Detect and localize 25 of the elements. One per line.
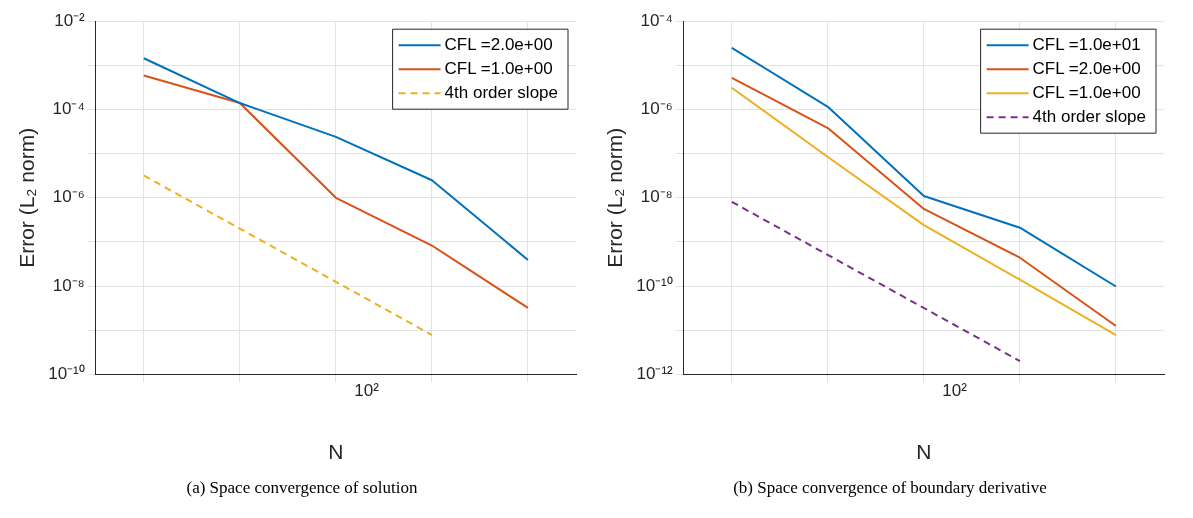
legend-label: CFL =1.0e+00 (1032, 82, 1141, 102)
y-tick-label: 10⁻⁸ (640, 187, 673, 207)
text: (b) Space convergence of boundary derivative (732, 478, 1048, 498)
y-tick-label: 10⁻¹⁰ (636, 275, 673, 295)
text: (a) Space convergence of solution (185, 478, 419, 498)
y-tick-label: 10⁻⁶ (640, 99, 673, 119)
y-tick-label: 10⁻⁶ (52, 187, 85, 207)
x-axis-title: N (328, 440, 344, 464)
legend-label: 4th order slope (1032, 106, 1146, 126)
text: 10² (354, 380, 380, 400)
legend-label: CFL =2.0e+00 (1032, 58, 1141, 78)
y-tick-label: 10⁻² (54, 10, 86, 30)
legend-label: CFL =1.0e+01 (1032, 34, 1141, 54)
y-tick-label: 10⁻¹² (636, 364, 674, 384)
legend-label: CFL =1.0e+00 (444, 58, 553, 78)
x-axis-title: N (916, 440, 932, 464)
y-tick-label: 10⁻⁴ (640, 10, 673, 30)
y-tick-label: 10⁻⁴ (52, 99, 85, 119)
y-axis-title: Error (L₂ norm) (603, 127, 627, 268)
y-tick-label: 10⁻⁸ (52, 275, 85, 295)
y-axis-title: Error (L₂ norm) (15, 127, 39, 268)
text: 10² (942, 380, 968, 400)
legend-label: 4th order slope (444, 82, 558, 102)
legend-label: CFL =2.0e+00 (444, 34, 553, 54)
y-tick-label: 10⁻¹⁰ (48, 364, 85, 384)
